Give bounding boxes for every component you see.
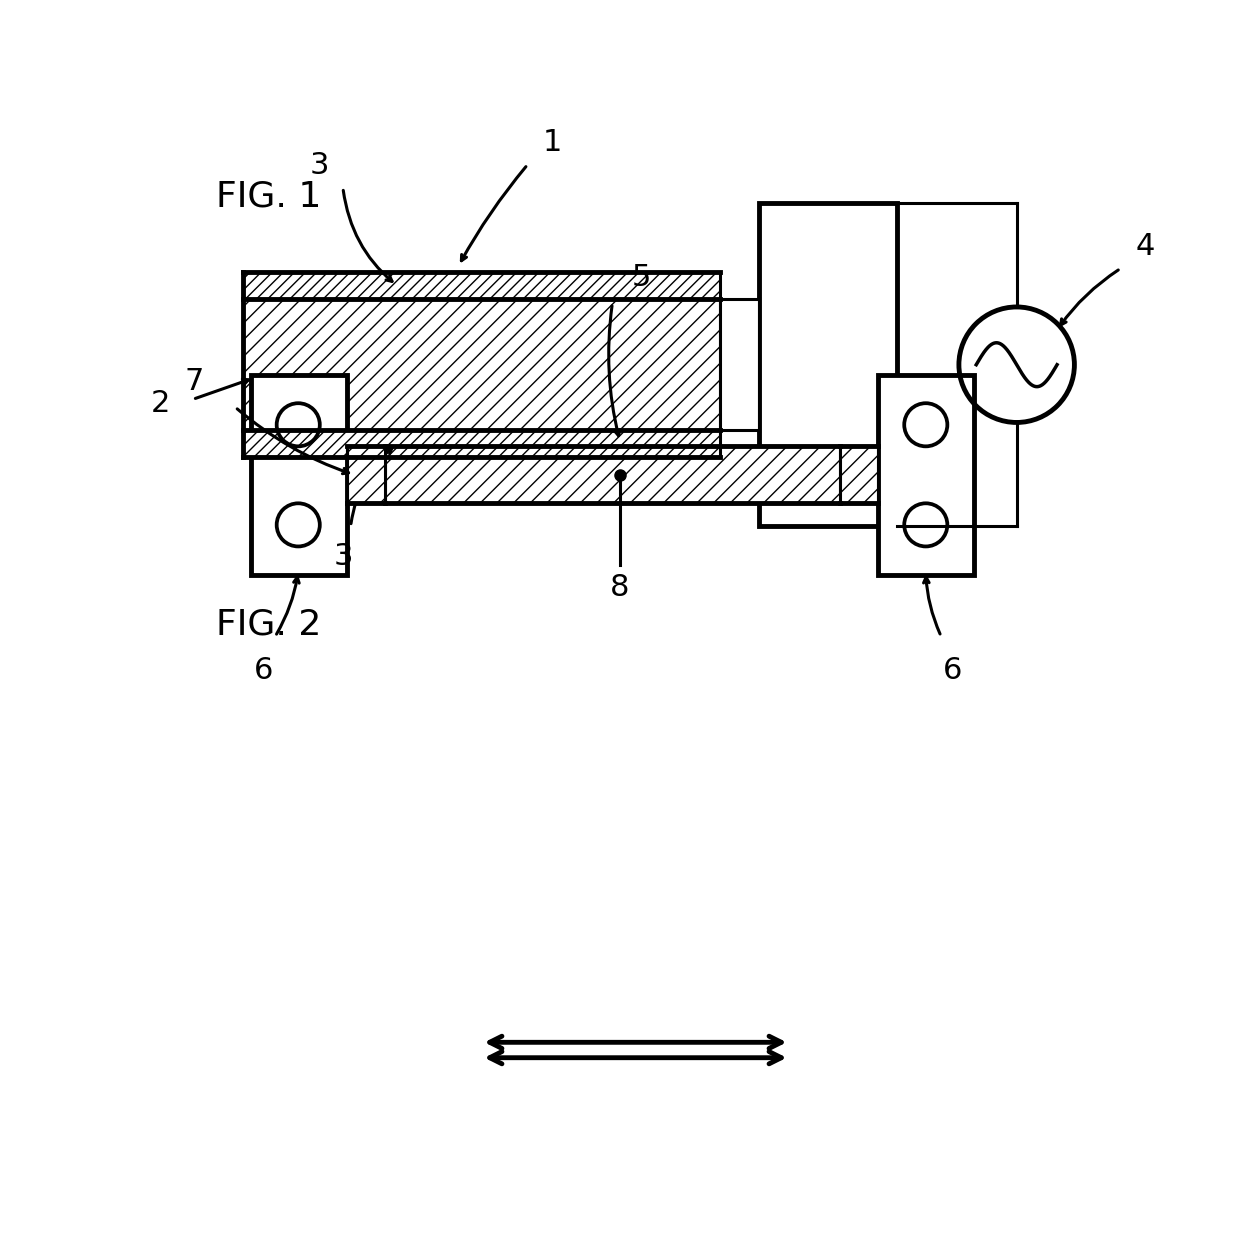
Bar bbox=[878, 375, 975, 575]
Text: FIG. 1: FIG. 1 bbox=[216, 180, 321, 214]
Bar bbox=[347, 446, 386, 503]
Bar bbox=[720, 300, 759, 430]
Text: 1: 1 bbox=[543, 127, 563, 157]
Text: 8: 8 bbox=[610, 572, 630, 602]
Text: FIG. 2: FIG. 2 bbox=[216, 607, 321, 641]
Text: 2: 2 bbox=[150, 388, 170, 417]
Bar bbox=[243, 300, 720, 430]
Bar bbox=[386, 446, 839, 503]
Bar bbox=[250, 375, 347, 575]
Text: 6: 6 bbox=[944, 656, 962, 684]
Bar bbox=[759, 204, 898, 526]
Text: 6: 6 bbox=[254, 656, 273, 684]
Text: 3: 3 bbox=[310, 151, 330, 180]
Bar bbox=[243, 430, 720, 457]
Text: 3: 3 bbox=[334, 542, 352, 571]
Bar bbox=[243, 300, 720, 430]
Bar bbox=[243, 272, 720, 300]
Text: 5: 5 bbox=[631, 262, 651, 291]
Text: 4: 4 bbox=[1136, 232, 1156, 261]
Bar bbox=[839, 446, 878, 503]
Text: 7: 7 bbox=[185, 366, 205, 396]
